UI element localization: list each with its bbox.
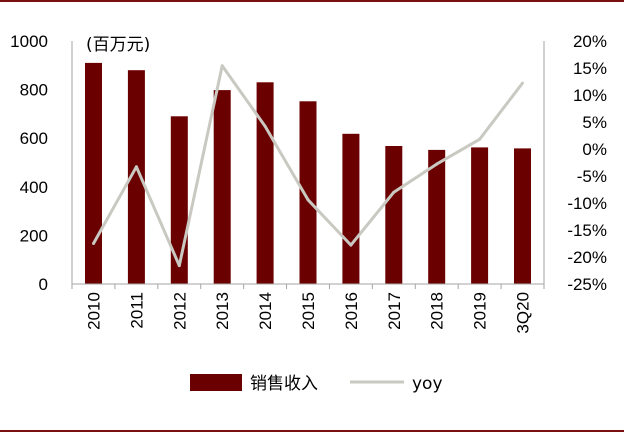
right-tick-label: 10%: [573, 86, 607, 105]
x-tick-label-2014: 2014: [256, 292, 275, 330]
x-tick-label-2011: 2011: [127, 292, 146, 329]
yoy-point-2015: [306, 198, 310, 202]
left-tick-label: 0: [39, 275, 48, 294]
axes: [71, 41, 545, 289]
bar-2010: [85, 62, 102, 285]
bar-2011: [127, 70, 145, 284]
left-tick-label: 600: [20, 129, 48, 148]
y-axis-unit-label: (百万元): [86, 35, 150, 55]
legend-label-yoy: yoy: [412, 374, 443, 394]
yoy-point-2012: [177, 264, 181, 268]
x-tick-label-2013: 2013: [213, 292, 232, 330]
right-tick-label: 15%: [573, 59, 607, 78]
x-tick-label-2016: 2016: [342, 292, 361, 330]
yoy-point-2016: [349, 243, 353, 247]
x-tick-label-2012: 2012: [170, 292, 189, 330]
right-tick-label: -20%: [567, 248, 607, 267]
yoy-point-2019: [478, 137, 482, 141]
x-axis-tick-labels: 2010 2011 2012 2013 2014 2015 2016 2017 2018 2019…: [85, 292, 533, 334]
left-axis-tick-labels: 0 200 400 600 800 1000: [10, 32, 48, 294]
legend-swatch-revenue: [190, 374, 242, 391]
right-tick-label: 0%: [582, 140, 607, 159]
bar-2019: [471, 147, 489, 284]
bar-series: [85, 62, 531, 285]
yoy-point-2010: [92, 242, 95, 245]
yoy-point-2011: [134, 165, 138, 169]
yoy-point-2014: [263, 124, 267, 128]
yoy-point-2017: [392, 190, 396, 194]
top-rule: [0, 0, 624, 2]
x-tick-label-2018: 2018: [428, 292, 447, 330]
bar-2013: [213, 90, 231, 284]
yoy-point-2013: [220, 64, 224, 68]
x-tick-label-2017: 2017: [385, 292, 404, 330]
left-tick-label: 200: [20, 226, 48, 245]
legend-label-revenue: 销售收入: [250, 374, 318, 394]
x-tick-label-2019: 2019: [471, 292, 490, 330]
right-tick-label: -25%: [567, 275, 607, 294]
yoy-point-2018: [435, 162, 439, 166]
bar-2014: [256, 82, 274, 284]
bottom-rule: [0, 430, 624, 432]
left-tick-label: 1000: [10, 32, 48, 51]
right-tick-label: 5%: [582, 113, 607, 132]
legend: 销售收入 yoy: [190, 374, 443, 394]
bar-2016: [342, 133, 360, 284]
yoy-point-3Q20: [521, 81, 524, 85]
left-tick-label: 400: [20, 178, 48, 197]
bar-2017: [385, 146, 403, 284]
right-axis-tick-labels: -25% -20% -15% -10% -5% 0% 5% 10% 15% 20%: [567, 32, 607, 294]
right-tick-label: -10%: [567, 194, 607, 213]
left-tick-label: 800: [20, 81, 48, 100]
x-tick-label-2010: 2010: [85, 292, 104, 330]
x-tick-label-3Q20: 3Q20: [514, 292, 533, 334]
right-tick-label: -15%: [567, 221, 607, 240]
right-tick-label: -5%: [577, 167, 607, 186]
right-tick-label: 20%: [573, 32, 607, 51]
bar-2018: [428, 149, 446, 284]
bar-2015: [299, 101, 317, 284]
bar-3Q20: [514, 148, 531, 284]
x-tick-label-2015: 2015: [299, 292, 318, 330]
line-series: [92, 64, 524, 268]
